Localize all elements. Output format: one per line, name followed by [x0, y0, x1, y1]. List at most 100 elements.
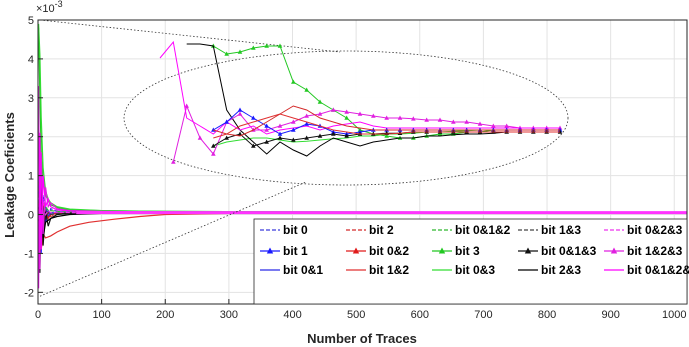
y-exponent-base: ×10 — [36, 3, 55, 15]
inset-marker — [277, 43, 283, 48]
y-tick-label: 1 — [28, 171, 34, 183]
inset-line — [213, 105, 560, 137]
x-tick-label: 1000 — [662, 309, 686, 321]
legend-label: bit 1&3 — [541, 223, 581, 237]
inset-marker — [291, 119, 296, 124]
legend-label: bit 0 — [283, 223, 308, 237]
legend-label: bit 3 — [455, 244, 480, 258]
x-tick-label: 400 — [283, 309, 301, 321]
legend-item: bit 1&3 — [518, 223, 581, 237]
legend-item: bit 3 — [432, 244, 480, 258]
inset-marker — [237, 49, 243, 54]
inset-marker — [251, 115, 256, 120]
y-tick-label: 4 — [28, 54, 34, 66]
inset-marker — [317, 99, 323, 104]
legend-label: bit 0&2&3 — [627, 223, 683, 237]
inset-marker — [424, 117, 429, 122]
y-tick-label: 3 — [28, 93, 34, 105]
y-tick-label: 2 — [28, 132, 34, 144]
legend: bit 0 bit 1 bit 0&1 bit 2 bit 0&2 bit 1&2 bit … — [253, 218, 689, 305]
y-tick-label: -2 — [24, 287, 34, 299]
axis-ticks: 0 100 200 300 400 500 600 700 800 900 1000 -2 -1 0 1 2 3… — [24, 15, 686, 321]
inset-marker — [437, 117, 443, 122]
inset-marker — [344, 133, 349, 138]
inset-marker — [251, 143, 256, 148]
inset-marker — [197, 135, 203, 140]
inset-marker — [317, 111, 323, 116]
inset-marker — [184, 103, 189, 108]
inset-connector-top — [39, 19, 341, 53]
inset-marker — [331, 107, 336, 112]
legend-item: bit 0&1&2&3 — [604, 263, 689, 277]
x-tick-label: 100 — [92, 309, 110, 321]
inset-series-bit-2-3 — [186, 43, 560, 157]
inset-marker — [477, 121, 483, 126]
legend-item: bit 0&1 — [260, 263, 323, 277]
inset-marker — [264, 127, 269, 132]
inset-marker — [291, 79, 296, 84]
legend-label: bit 2&3 — [541, 263, 581, 277]
legend-item: bit 1&2 — [346, 263, 409, 277]
legend-item: bit 1&2&3 — [604, 244, 683, 258]
inset-marker — [211, 143, 216, 148]
inset-marker — [291, 127, 296, 132]
inset-marker — [237, 111, 243, 116]
legend-marker — [266, 247, 274, 254]
inset-marker — [211, 151, 216, 156]
inset-series-bit-2 — [213, 105, 560, 137]
inset-marker — [264, 123, 269, 128]
inset-marker — [317, 133, 323, 138]
inset-marker — [384, 115, 389, 120]
inset-marker — [237, 131, 243, 136]
legend-item: bit 0&3 — [432, 263, 495, 277]
legend-label: bit 0&1 — [283, 263, 323, 277]
inset-marker — [331, 131, 336, 136]
inset-marker — [344, 109, 349, 114]
zoom-inset — [39, 19, 569, 297]
legend-item: bit 0&1&2 — [432, 223, 511, 237]
inset-marker — [251, 45, 256, 50]
inset-series-bit-1-2-3 — [171, 103, 563, 164]
x-tick-label: 0 — [35, 309, 41, 321]
inset-marker — [464, 119, 469, 124]
legend-label: bit 1&2&3 — [627, 244, 683, 258]
series-layer — [38, 23, 688, 289]
inset-line — [186, 43, 560, 157]
y-exponent-power: -3 — [55, 0, 63, 9]
legend-item: bit 1 — [260, 244, 308, 258]
inset-marker — [277, 123, 283, 128]
inset-connector-bottom — [39, 181, 307, 297]
inset-marker — [304, 121, 309, 126]
legend-item: bit 0&2&3 — [604, 223, 683, 237]
inset-series-bit-1-2 — [213, 113, 560, 139]
legend-item: bit 2&3 — [518, 263, 581, 277]
legend-item: bit 2 — [346, 223, 394, 237]
x-tick-label: 800 — [538, 309, 556, 321]
legend-label: bit 1 — [283, 244, 308, 258]
inset-marker — [224, 51, 229, 56]
inset-marker — [304, 135, 309, 140]
x-tick-label: 700 — [474, 309, 492, 321]
inset-marker — [411, 116, 416, 121]
inset-marker — [264, 43, 269, 48]
x-tick-label: 200 — [156, 309, 174, 321]
legend-label: bit 1&2 — [369, 263, 409, 277]
inset-marker — [291, 137, 296, 142]
y-axis-label: Leakage Coeficients — [2, 112, 17, 238]
x-tick-label: 900 — [601, 309, 619, 321]
x-tick-label: 300 — [220, 309, 238, 321]
legend-label: bit 0&2 — [369, 244, 409, 258]
legend-label: bit 0&1&2&3 — [627, 263, 689, 277]
legend-marker — [524, 247, 532, 254]
y-tick-label: -1 — [24, 248, 34, 260]
inset-marker — [304, 87, 309, 92]
y-tick-label: 0 — [28, 210, 34, 222]
inset-line — [213, 113, 560, 139]
legend-label: bit 0&1&3 — [541, 244, 597, 258]
inset-line — [172, 104, 560, 163]
legend-marker — [352, 247, 360, 254]
legend-label: bit 0&3 — [455, 263, 495, 277]
inset-marker — [451, 119, 456, 124]
inset-marker — [237, 107, 243, 112]
